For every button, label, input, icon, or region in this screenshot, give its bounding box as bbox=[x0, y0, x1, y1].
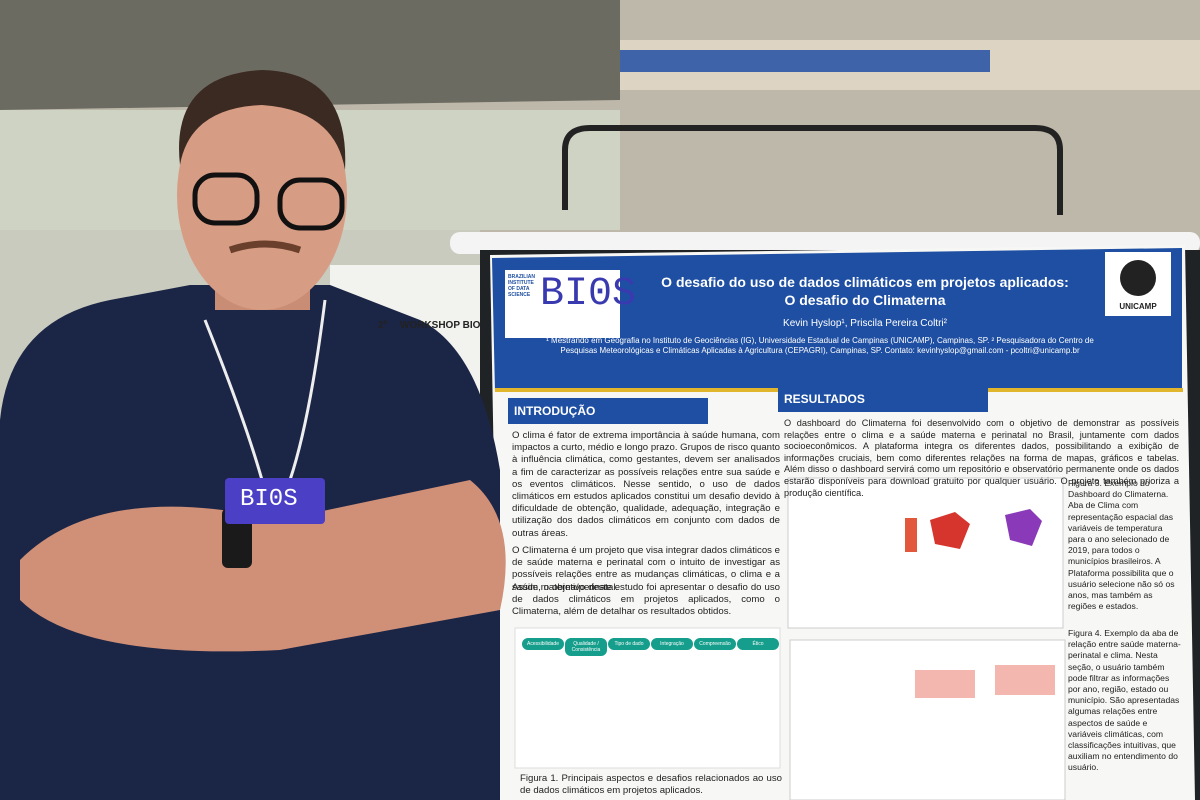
lanyard bbox=[203, 299, 327, 481]
bg-poster-title: WORKSHOP BIO bbox=[400, 320, 480, 331]
figure-1-label: Ético bbox=[737, 638, 779, 650]
figure-1-label: Acessibilidade bbox=[522, 638, 564, 650]
badge bbox=[225, 478, 325, 524]
figure-3-map bbox=[930, 512, 970, 549]
poster-title: O desafio do uso de dados climáticos em … bbox=[661, 274, 1069, 290]
paragraph: Assim, o objetivo deste estudo foi apres… bbox=[512, 582, 780, 618]
rack bbox=[562, 125, 1063, 215]
crossed-arms bbox=[20, 480, 506, 652]
bg-poster-number: 2º bbox=[378, 320, 388, 331]
ceiling bbox=[0, 0, 620, 110]
bios-logo bbox=[505, 270, 620, 338]
glasses bbox=[277, 177, 345, 231]
authors: Kevin Hyslop¹, Priscila Pereira Coltri² bbox=[783, 318, 947, 329]
figure-1-label: Compreensão bbox=[694, 638, 736, 650]
figure-caption: Figura 1. Principais aspectos e desafios… bbox=[520, 773, 782, 797]
badge-text: BI0S bbox=[240, 486, 298, 513]
logo-caption: BRAZILIAN INSTITUTE OF DATA SCIENCE bbox=[508, 274, 535, 298]
figure-caption: Figura 3. Exemplo do Dashboard do Climat… bbox=[1068, 478, 1175, 612]
university: UNICAMP bbox=[1119, 302, 1157, 311]
paragraph: O Climaterna é um projeto que visa integ… bbox=[512, 545, 780, 593]
figure-1-label: Tipo de dado bbox=[608, 638, 650, 650]
figure-4 bbox=[789, 639, 1066, 800]
mustache bbox=[228, 240, 302, 254]
figure-4-chart bbox=[915, 670, 975, 698]
intro-heading-bar bbox=[508, 398, 708, 424]
hair bbox=[179, 70, 346, 170]
face bbox=[177, 80, 347, 310]
figure-1-label: Qualidade / Consistência bbox=[565, 638, 607, 656]
blue-stripe bbox=[620, 50, 990, 72]
results-heading-bar bbox=[778, 386, 988, 412]
section-heading: INTRODUÇÃO bbox=[514, 404, 596, 418]
poster-header bbox=[492, 248, 1182, 392]
figure-3-map bbox=[1005, 509, 1042, 546]
poster-title: O desafio do Climaterna bbox=[784, 292, 946, 308]
logo-mark: BI0S bbox=[540, 272, 637, 317]
figure-4-chart bbox=[995, 665, 1055, 695]
affiliations: ¹ Mestrando em Geografia no Instituto de… bbox=[546, 336, 1094, 355]
section-heading: RESULTADOS bbox=[784, 392, 865, 406]
figure-caption: Figura 4. Exemplo da aba de relação entr… bbox=[1068, 628, 1181, 773]
figure-1 bbox=[514, 627, 781, 769]
figure-1-label: Integração bbox=[651, 638, 693, 650]
unicamp-emblem bbox=[1120, 260, 1156, 296]
glasses bbox=[192, 172, 260, 226]
paragraph: O clima é fator de extrema importância à… bbox=[512, 430, 780, 539]
paragraph: O dashboard do Climaterna foi desenvolvi… bbox=[784, 418, 1179, 498]
figure-3 bbox=[787, 477, 1064, 629]
figure-3-bar bbox=[905, 518, 917, 552]
